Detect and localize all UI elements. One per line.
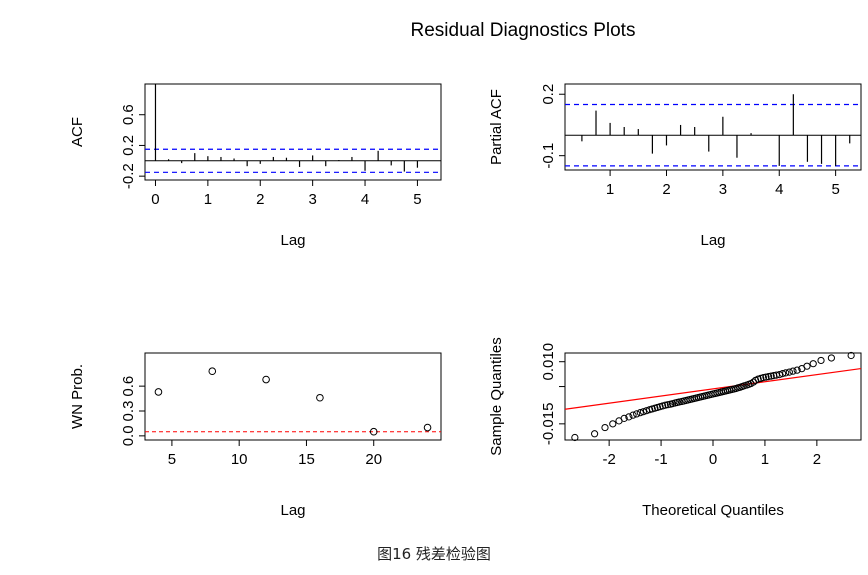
figure-caption: 图16 残差检验图 xyxy=(377,545,491,563)
qq-reference-line xyxy=(564,367,862,410)
wn-x-tick-label: 5 xyxy=(168,451,176,468)
acf-x-tick-label: 1 xyxy=(204,191,212,208)
qq-point xyxy=(785,368,793,376)
acf-x-tick-label: 4 xyxy=(361,191,369,208)
qq-point xyxy=(817,356,825,365)
wn-point xyxy=(316,393,324,402)
wn-y-tick-label: 0.3 xyxy=(120,401,137,422)
acf-x-tick-label: 2 xyxy=(256,191,264,208)
wn-point xyxy=(423,423,432,432)
qq-point xyxy=(664,401,672,409)
qq-point xyxy=(827,354,836,362)
qq-point xyxy=(661,401,669,409)
qq-y-tick-label: -0.015 xyxy=(540,403,557,446)
qq-point xyxy=(764,373,773,381)
acf-y-tick-label: -0.2 xyxy=(120,163,137,189)
qq-point xyxy=(620,414,628,422)
acf-frame xyxy=(144,83,442,181)
wn-panel: 5 10 15 20 0.0 0.3 0.6 Lag WN Prob. xyxy=(69,352,442,519)
wn-x-tick-label: 10 xyxy=(231,451,248,468)
qq-point xyxy=(591,430,599,438)
qq-x-tick-label: -1 xyxy=(654,451,667,468)
figure-title: Residual Diagnostics Plots xyxy=(411,20,636,41)
pacf-x-tick-label: 1 xyxy=(606,181,614,198)
acf-y-tick-label: 0.2 xyxy=(120,135,137,156)
qq-point xyxy=(789,367,797,375)
wn-x-tick-label: 20 xyxy=(365,451,382,468)
qq-point xyxy=(762,373,770,381)
qq-point xyxy=(847,351,855,360)
pacf-y-axis-title: Partial ACF xyxy=(488,89,505,165)
acf-x-tick-label: 5 xyxy=(413,191,421,208)
pacf-y-tick-label: -0.1 xyxy=(540,143,557,169)
qq-x-axis-title: Theoretical Quantiles xyxy=(642,502,784,519)
pacf-x-axis-title: Lag xyxy=(700,232,725,249)
qq-point xyxy=(629,411,637,419)
pacf-y-tick-label: 0.2 xyxy=(540,84,557,105)
qq-panel: -2 -1 0 1 2 -0.015 0.010 Theoretical Quantiles S… xyxy=(488,337,862,519)
qq-point xyxy=(636,409,644,417)
pacf-x-tick-label: 4 xyxy=(775,181,783,198)
pacf-x-tick-label: 2 xyxy=(662,181,670,198)
qq-point xyxy=(809,360,817,368)
qq-point xyxy=(675,398,683,406)
wn-y-tick-label: 0.6 xyxy=(120,376,137,397)
pacf-x-tick-label: 3 xyxy=(719,181,727,198)
qq-point xyxy=(778,370,787,378)
acf-x-tick-label: 0 xyxy=(151,191,159,208)
wn-y-axis-title: WN Prob. xyxy=(69,364,86,429)
qq-point xyxy=(793,366,801,374)
qq-x-tick-label: -2 xyxy=(602,451,615,468)
pacf-panel: 1 2 3 4 5 -0.1 0.2 Lag Partial ACF xyxy=(488,83,862,249)
wn-point xyxy=(208,367,217,376)
qq-point xyxy=(601,423,609,432)
qq-point xyxy=(625,413,633,421)
wn-x-axis-title: Lag xyxy=(280,502,305,519)
qq-y-axis-title: Sample Quantiles xyxy=(488,337,505,455)
wn-point xyxy=(369,427,378,436)
wn-x-tick-label: 15 xyxy=(298,451,315,468)
qq-point xyxy=(639,408,648,416)
wn-point xyxy=(262,375,270,384)
acf-panel: 0 1 2 3 4 5 -0.2 0.2 0.6 Lag ACF xyxy=(69,83,442,249)
acf-y-axis-title: ACF xyxy=(69,117,86,147)
qq-x-tick-label: 0 xyxy=(709,451,717,468)
qq-point xyxy=(803,362,811,370)
pacf-frame xyxy=(564,83,862,171)
qq-point xyxy=(609,420,617,428)
qq-y-tick-label: 0.010 xyxy=(540,343,557,381)
qq-point xyxy=(759,374,767,382)
pacf-x-tick-label: 5 xyxy=(831,181,839,198)
wn-frame xyxy=(144,352,442,441)
qq-point xyxy=(767,372,775,380)
acf-x-axis-title: Lag xyxy=(280,232,305,249)
wn-point xyxy=(154,388,163,396)
qq-point xyxy=(782,369,790,377)
qq-x-tick-label: 1 xyxy=(761,451,769,468)
wn-y-tick-label: 0.0 xyxy=(120,425,137,446)
acf-y-tick-label: 0.6 xyxy=(120,104,137,125)
qq-point xyxy=(571,433,579,442)
qq-x-tick-label: 2 xyxy=(813,451,821,468)
acf-x-tick-label: 3 xyxy=(308,191,316,208)
qq-point xyxy=(633,410,641,418)
panels: 0 1 2 3 4 5 -0.2 0.2 0.6 Lag ACF 1 2 3 4 5 -0.1 0.2 Lag Par… xyxy=(69,83,862,519)
